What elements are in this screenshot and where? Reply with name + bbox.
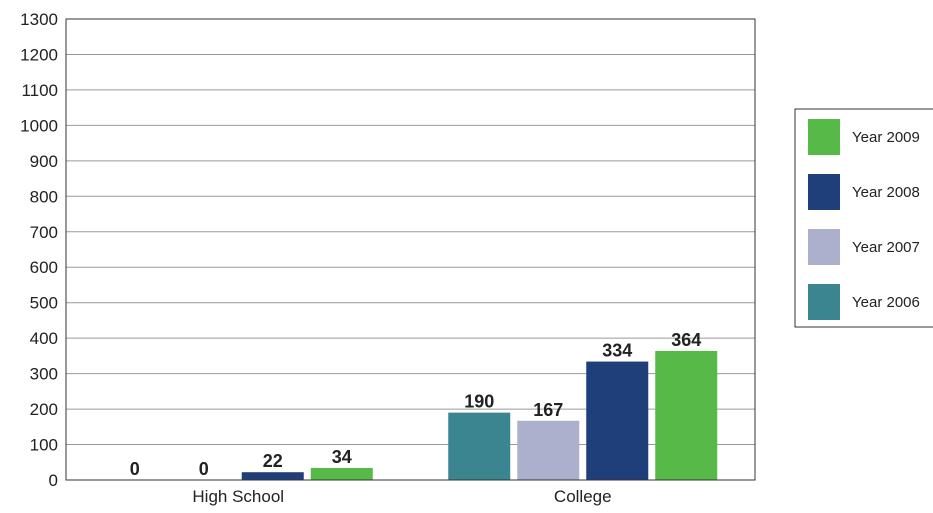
data-label: 334 [602, 341, 632, 361]
legend-swatch [808, 229, 840, 265]
bar [448, 412, 511, 480]
bar [241, 472, 304, 480]
data-label: 22 [263, 451, 283, 471]
category-label: College [554, 487, 612, 506]
legend: Year 2009 Year 2008 Year 2007 Year 2006 [794, 108, 933, 328]
data-label: 34 [332, 447, 352, 467]
category-label: High School [192, 487, 284, 506]
legend-label: Year 2008 [852, 184, 920, 201]
legend-label: Year 2007 [852, 239, 920, 256]
y-axis-ticks: 0 100 200 300 400 500 600 700 800 900 1000 1100 1200… [20, 10, 58, 490]
legend-swatch [808, 119, 840, 155]
data-label: 0 [199, 459, 209, 479]
data-label: 190 [464, 392, 494, 412]
y-tick-label: 200 [30, 400, 58, 419]
plot-frame [65, 18, 756, 481]
bar [517, 420, 580, 480]
y-tick-label: 900 [30, 152, 58, 171]
gridlines [66, 53, 755, 446]
legend-swatch [808, 284, 840, 320]
y-tick-label: 400 [30, 329, 58, 348]
data-labels: 0 0 22 34 190 167 334 364 [130, 330, 702, 479]
y-tick-label: 1200 [20, 45, 58, 64]
legend-label: Year 2009 [852, 129, 920, 146]
y-tick-label: 1100 [21, 81, 58, 100]
y-tick-label: 600 [30, 258, 58, 277]
data-label: 167 [533, 400, 563, 420]
legend-label: Year 2006 [852, 294, 920, 311]
legend-swatch [808, 174, 840, 210]
y-tick-label: 300 [30, 365, 58, 384]
data-label: 364 [671, 330, 701, 350]
x-axis-categories: High School College [192, 487, 611, 506]
y-tick-label: 1000 [20, 116, 58, 135]
y-tick-label: 800 [30, 187, 58, 206]
bars [241, 350, 718, 480]
y-tick-label: 700 [30, 223, 58, 242]
y-tick-label: 0 [49, 471, 58, 490]
bar [310, 467, 373, 480]
y-tick-label: 500 [30, 294, 58, 313]
data-label: 0 [130, 459, 140, 479]
bar [586, 361, 649, 480]
y-tick-label: 1300 [20, 10, 58, 29]
y-tick-label: 100 [30, 436, 58, 455]
bar [655, 350, 718, 480]
